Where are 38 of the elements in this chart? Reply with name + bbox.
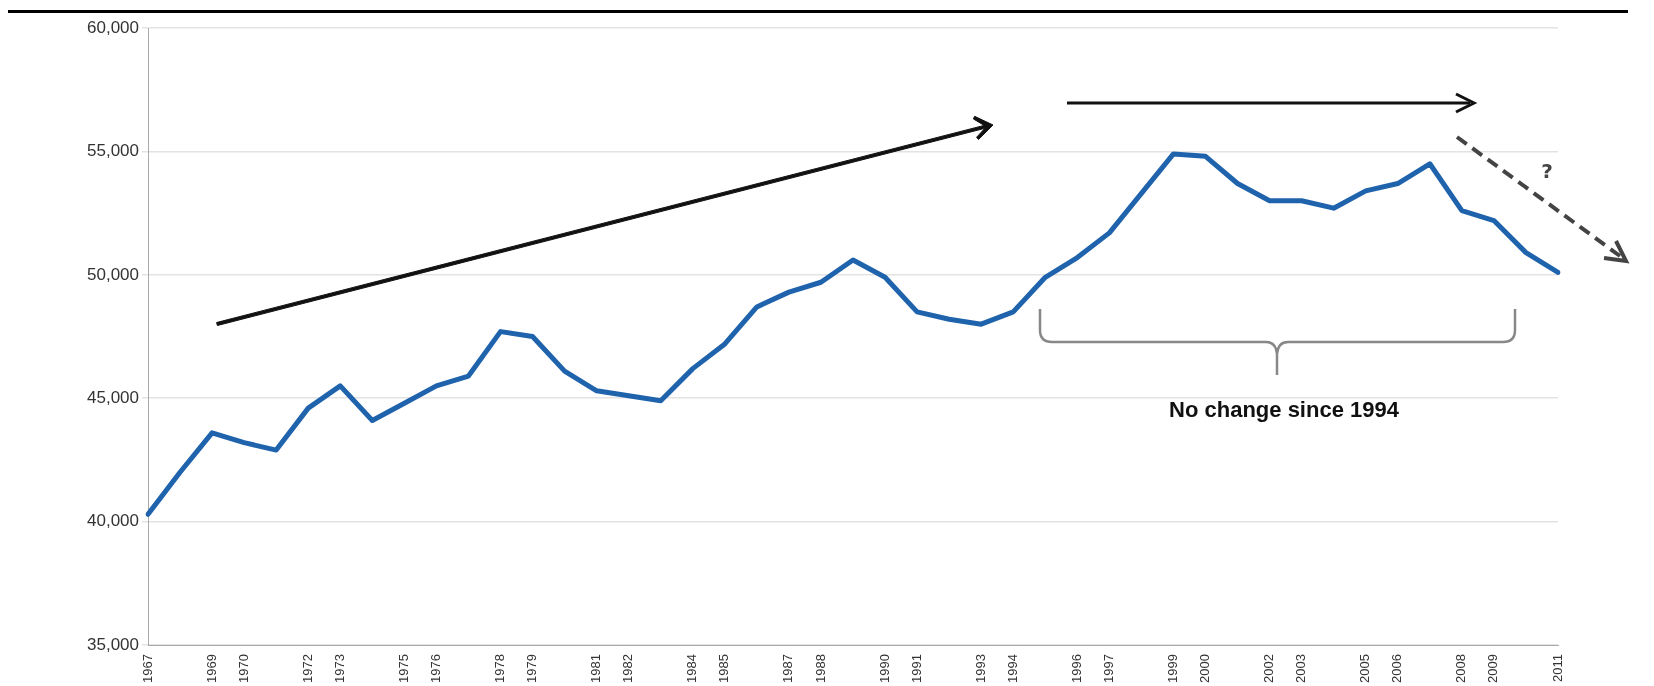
x-tick-label: 1981: [588, 654, 604, 683]
x-tick-label: 2011: [1549, 654, 1565, 683]
x-tick-label: 1987: [780, 654, 796, 683]
x-tick-label: 1982: [620, 654, 636, 683]
x-tick-label: 2006: [1389, 654, 1405, 683]
x-tick-label: 1967: [139, 654, 155, 683]
y-tick-label: 60,000: [87, 17, 139, 37]
y-tick-label: 45,000: [87, 387, 139, 407]
x-tick-label: 1979: [524, 654, 540, 683]
x-tick-label: 1984: [684, 654, 700, 683]
x-tick-label: 1988: [812, 654, 828, 683]
x-tick-label: 2002: [1261, 654, 1277, 683]
x-tick-label: 1985: [716, 654, 732, 683]
annotation: No change since 1994: [1169, 397, 1400, 423]
y-tick-label: 55,000: [87, 141, 139, 161]
x-tick-label: 1978: [492, 654, 508, 683]
x-tick-label: 1969: [203, 654, 219, 683]
x-tick-label: 2003: [1293, 654, 1309, 683]
x-tick-label: 1999: [1165, 654, 1181, 683]
x-tick-label: 1997: [1100, 654, 1116, 683]
x-tick-label: 1996: [1068, 654, 1084, 683]
x-tick-label: 1976: [427, 654, 443, 683]
x-tick-label: 2005: [1357, 654, 1373, 683]
x-tick-label: 1991: [908, 654, 924, 683]
x-tick-label: 1993: [972, 654, 988, 683]
x-tick-label: 1972: [299, 654, 315, 683]
annotation: ?: [1541, 159, 1553, 184]
x-tick-label: 1970: [235, 654, 251, 683]
x-tick-label: 1975: [395, 654, 411, 683]
y-tick-label: 50,000: [87, 264, 139, 284]
x-tick-label: 1990: [876, 654, 892, 683]
y-tick-label: 35,000: [87, 634, 139, 654]
x-tick-label: 1973: [331, 654, 347, 683]
x-tick-label: 2008: [1453, 654, 1469, 683]
x-tick-label: 1994: [1004, 654, 1020, 683]
x-tick-label: 2000: [1197, 654, 1213, 683]
x-tick-label: 2009: [1485, 654, 1501, 683]
y-tick-label: 40,000: [87, 511, 139, 531]
